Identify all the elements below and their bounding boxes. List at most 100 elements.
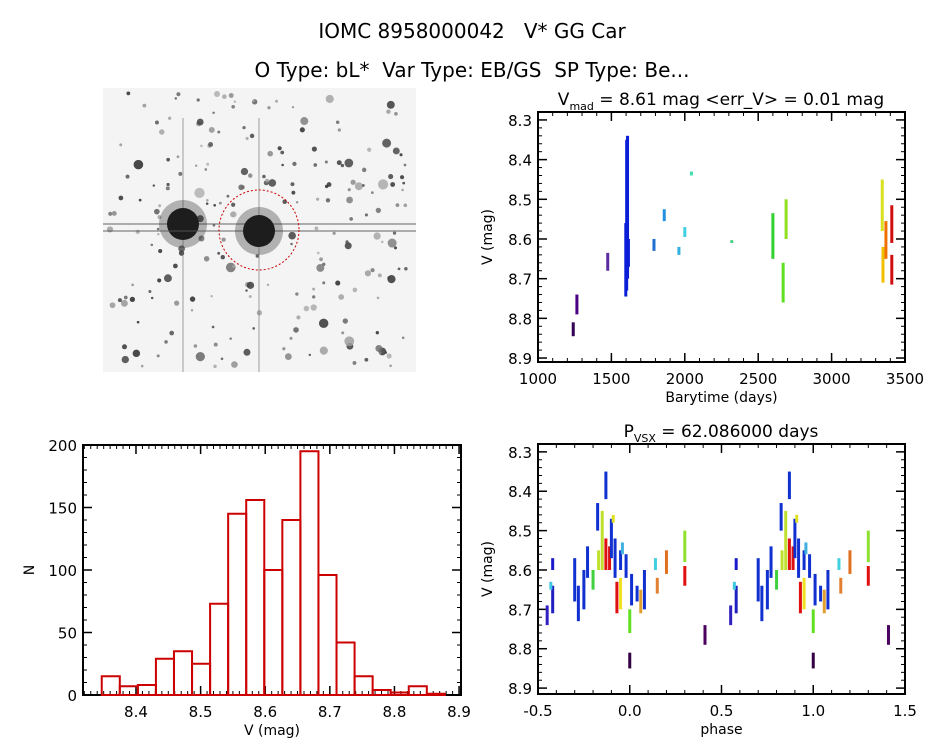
x-tick-label: 8.6 bbox=[253, 703, 277, 721]
data-segment bbox=[769, 546, 773, 578]
star bbox=[401, 336, 405, 340]
star bbox=[176, 155, 180, 159]
data-segment bbox=[866, 566, 870, 586]
star bbox=[386, 109, 391, 114]
star bbox=[168, 116, 172, 120]
star bbox=[238, 184, 245, 191]
data-segment bbox=[576, 585, 580, 622]
star bbox=[136, 320, 140, 324]
data-segment bbox=[839, 577, 843, 594]
star bbox=[158, 204, 162, 208]
star bbox=[344, 242, 352, 250]
star bbox=[173, 263, 178, 269]
star bbox=[384, 351, 388, 354]
star bbox=[165, 186, 170, 191]
y-tick-label: 100 bbox=[48, 562, 77, 580]
data-segment bbox=[635, 585, 639, 602]
star bbox=[155, 120, 159, 125]
star bbox=[266, 283, 270, 287]
star bbox=[364, 213, 368, 217]
star bbox=[249, 133, 255, 139]
x-tick-label: 1000 bbox=[519, 370, 557, 388]
data-segment bbox=[604, 538, 608, 570]
star bbox=[158, 248, 163, 254]
star bbox=[402, 181, 406, 185]
star bbox=[335, 280, 341, 286]
star bbox=[380, 240, 384, 244]
star bbox=[326, 182, 332, 187]
data-segment bbox=[600, 510, 604, 570]
star bbox=[289, 336, 293, 340]
star bbox=[399, 153, 403, 157]
star bbox=[226, 194, 230, 198]
star bbox=[338, 294, 345, 300]
finder-chart-image bbox=[103, 88, 416, 372]
star bbox=[281, 163, 284, 167]
data-segment bbox=[619, 577, 623, 610]
data-segment bbox=[732, 581, 736, 590]
star bbox=[401, 188, 404, 192]
y-axis-label: V (mag) bbox=[480, 209, 496, 265]
data-segment bbox=[613, 538, 617, 578]
star bbox=[280, 150, 285, 155]
star bbox=[150, 243, 154, 247]
star bbox=[300, 117, 309, 126]
star bbox=[133, 159, 144, 170]
x-tick-label: 8.7 bbox=[318, 703, 342, 721]
star bbox=[231, 202, 236, 207]
data-segment bbox=[787, 471, 791, 500]
star bbox=[290, 242, 293, 246]
x-axis-label: V (mag) bbox=[244, 723, 300, 739]
data-segment bbox=[626, 238, 630, 267]
star bbox=[295, 292, 299, 296]
data-segment bbox=[624, 554, 628, 578]
data-segment bbox=[802, 550, 806, 570]
star bbox=[322, 281, 326, 285]
star bbox=[220, 357, 224, 361]
data-segment bbox=[683, 227, 687, 237]
data-segment bbox=[729, 605, 733, 626]
star bbox=[388, 174, 394, 180]
histogram-bar bbox=[154, 657, 175, 696]
bright-star bbox=[243, 215, 275, 247]
star bbox=[336, 160, 342, 166]
star bbox=[213, 203, 217, 207]
data-segment bbox=[620, 542, 624, 555]
data-segment bbox=[549, 581, 553, 590]
star bbox=[319, 257, 323, 262]
star bbox=[194, 164, 198, 167]
star bbox=[120, 299, 128, 307]
data-segment bbox=[653, 558, 657, 570]
star bbox=[389, 364, 392, 368]
data-segment bbox=[677, 246, 681, 255]
histogram-bar bbox=[209, 602, 230, 696]
star bbox=[303, 305, 310, 312]
star bbox=[243, 348, 251, 356]
y-tick-label: 8.7 bbox=[508, 271, 532, 289]
histogram-bar bbox=[299, 450, 320, 696]
star bbox=[347, 188, 351, 192]
star bbox=[126, 91, 131, 96]
star bbox=[190, 308, 194, 312]
histogram-panel: 8.4 8.5 8.6 8.7 8.8 8.9 0 50 100 150 200 V (mag) N bbox=[22, 437, 471, 739]
star bbox=[121, 355, 129, 364]
data-segment bbox=[819, 585, 823, 602]
star bbox=[109, 302, 116, 309]
star bbox=[262, 174, 266, 179]
star bbox=[248, 173, 253, 178]
y-tick-label: 8.3 bbox=[508, 112, 532, 130]
y-tick-label: 8.4 bbox=[508, 483, 532, 501]
data-segment bbox=[756, 558, 760, 602]
data-segment bbox=[765, 569, 769, 610]
star bbox=[176, 92, 181, 97]
star bbox=[392, 147, 400, 155]
histogram-bar bbox=[407, 685, 428, 696]
star bbox=[313, 163, 318, 167]
star bbox=[379, 351, 382, 355]
star bbox=[205, 202, 209, 205]
star bbox=[166, 182, 170, 187]
data-segment bbox=[626, 135, 630, 279]
star bbox=[233, 100, 237, 103]
data-segment bbox=[775, 569, 779, 590]
star bbox=[121, 344, 128, 350]
